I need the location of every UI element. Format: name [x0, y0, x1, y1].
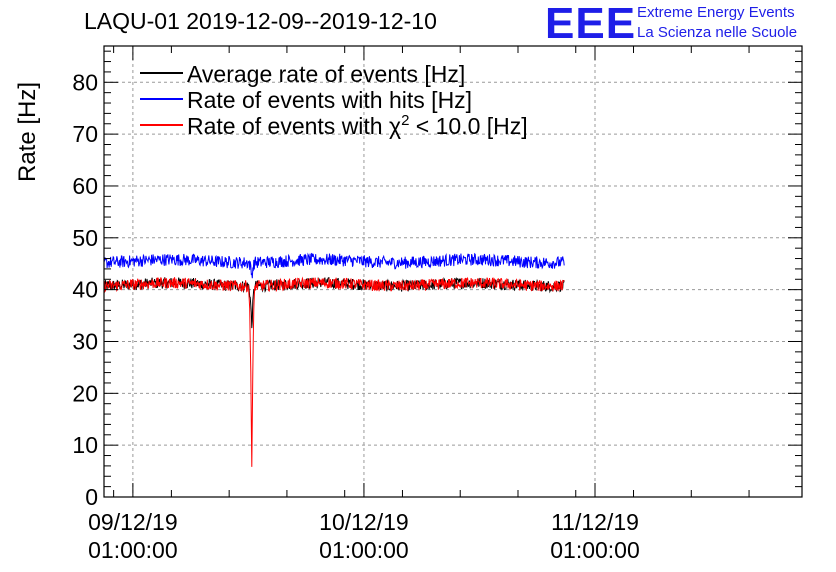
x-tick-label-time: 01:00:00	[319, 537, 409, 563]
y-tick-label: 0	[85, 484, 98, 510]
y-tick-label: 70	[72, 121, 98, 147]
y-tick-label: 10	[72, 432, 98, 458]
legend-label-1: Rate of events with hits [Hz]	[187, 87, 472, 113]
legend: Average rate of events [Hz]Rate of event…	[140, 61, 528, 139]
chart-title: LAQU-01 2019-12-09--2019-12-10	[84, 8, 437, 34]
x-tick-label-date: 09/12/19	[88, 509, 178, 535]
series-group	[103, 252, 565, 467]
series-line-1	[103, 252, 565, 279]
legend-label-2: Rate of events with χ2 < 10.0 [Hz]	[187, 112, 528, 139]
eee-logo: EEE	[545, 0, 637, 48]
plot-frame	[103, 45, 803, 498]
y-tick-label: 80	[72, 69, 98, 95]
y-axis-label: Rate [Hz]	[14, 81, 41, 182]
x-tick-label-time: 01:00:00	[550, 537, 640, 563]
y-tick-label: 50	[72, 225, 98, 251]
y-tick-label: 40	[72, 277, 98, 303]
axis-ticks: 0102030405060708009/12/1901:00:0010/12/1…	[72, 46, 802, 563]
x-tick-label-time: 01:00:00	[88, 537, 178, 563]
x-tick-label-date: 10/12/19	[319, 509, 409, 535]
x-tick-label-date: 11/12/19	[551, 509, 639, 535]
logo-line-1: Extreme Energy Events	[637, 4, 795, 21]
series-line-2	[103, 276, 565, 467]
y-tick-label: 20	[72, 380, 98, 406]
y-tick-label: 30	[72, 328, 98, 354]
legend-label-0: Average rate of events [Hz]	[187, 61, 465, 87]
logo-line-2: La Scienza nelle Scuole	[637, 24, 798, 41]
grid-lines	[104, 46, 802, 497]
y-tick-label: 60	[72, 173, 98, 199]
